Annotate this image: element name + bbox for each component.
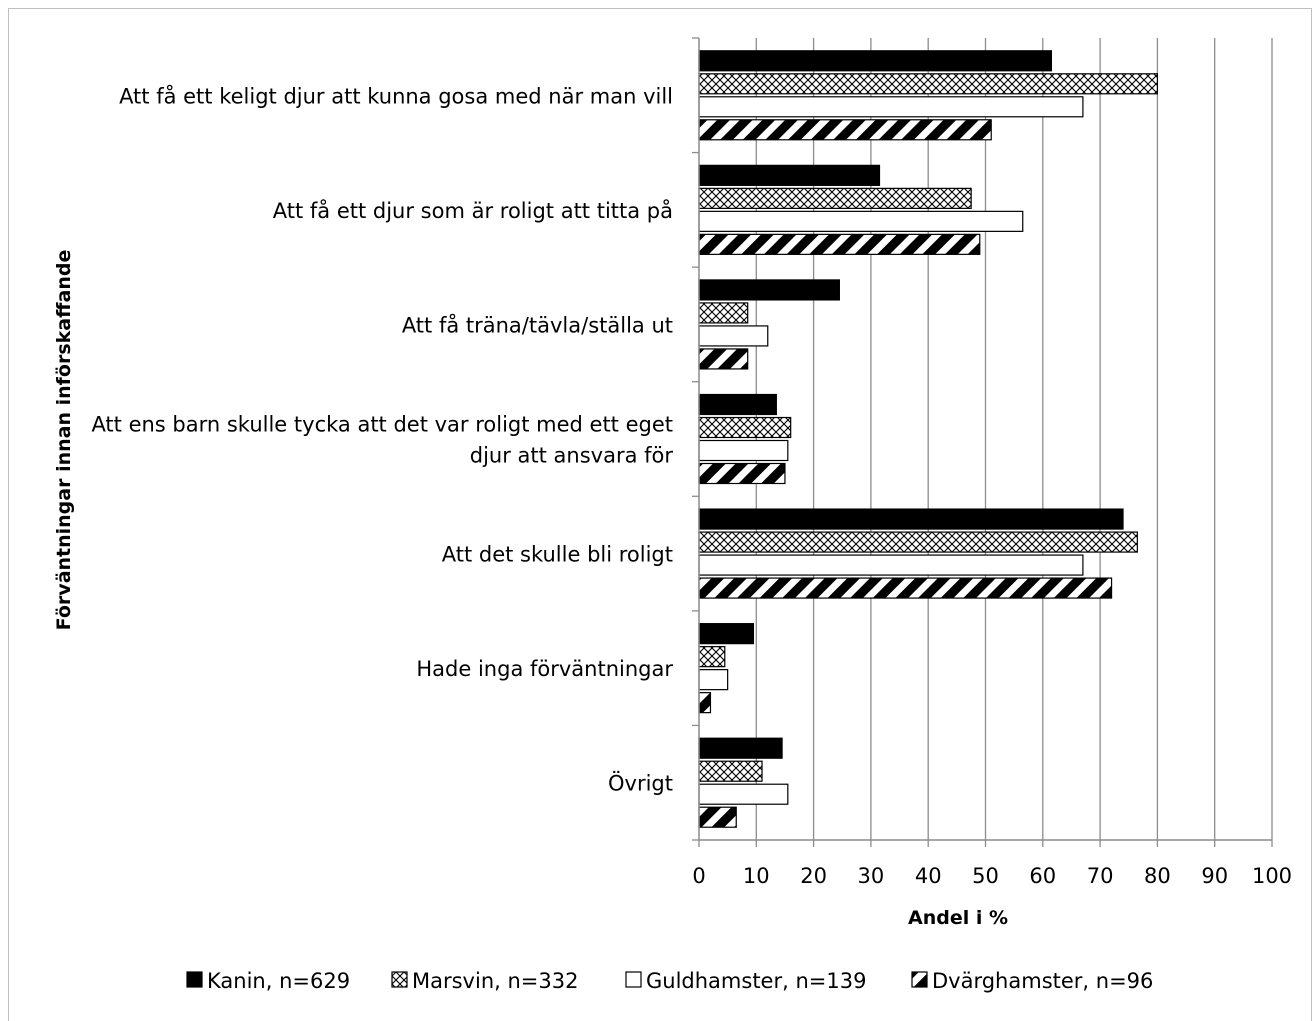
- bar: [698, 508, 1124, 530]
- legend-swatch: [911, 971, 928, 988]
- bar: [698, 393, 777, 416]
- bar: [698, 119, 992, 141]
- category-label: Att få träna/tävla/ställa ut: [402, 312, 673, 337]
- x-tick-label: 30: [858, 864, 885, 888]
- grid-lines: [755, 38, 1273, 840]
- x-tick-label: 10: [743, 864, 770, 888]
- category-label: Övrigt: [608, 771, 673, 796]
- legend: Kanin, n=629 Marsvin, n=332 Guldhamster, n…: [186, 969, 1153, 993]
- x-tick-label: 70: [1087, 864, 1114, 888]
- legend-swatch: [625, 971, 642, 988]
- bar: [698, 692, 712, 714]
- bar: [698, 760, 763, 782]
- bar: [698, 96, 1084, 118]
- bar: [698, 462, 786, 485]
- bar: [698, 233, 981, 255]
- x-tick-label: 50: [972, 864, 999, 888]
- bar: [698, 302, 749, 324]
- x-tick-label: 0: [692, 864, 705, 888]
- bar: [698, 50, 1052, 72]
- bar: [698, 783, 789, 805]
- x-tick-label: 80: [1144, 864, 1171, 888]
- x-tick-label: 90: [1201, 864, 1228, 888]
- x-tick-label: 60: [1029, 864, 1056, 888]
- legend-swatch: [391, 971, 408, 988]
- legend-swatch: [186, 971, 203, 988]
- y-axis-title: Förväntningar innan införskaffande: [53, 250, 75, 631]
- bar: [698, 416, 792, 439]
- bar: [698, 279, 840, 301]
- x-tick-label: 20: [800, 864, 827, 888]
- bar: [698, 623, 755, 645]
- bar: [698, 737, 783, 759]
- chart-frame: [8, 8, 1312, 1021]
- bar: [698, 577, 1113, 599]
- category-label: Att det skulle bli roligt: [442, 543, 673, 567]
- category-label: Att få ett keligt djur att kunna gosa me…: [119, 83, 673, 108]
- bar: [698, 531, 1138, 553]
- x-axis-title: Andel i %: [908, 907, 1008, 929]
- bar: [698, 164, 881, 186]
- bar: [698, 439, 789, 462]
- bar: [698, 806, 737, 828]
- bar: [698, 187, 972, 209]
- bars: [698, 50, 1158, 828]
- bar: [698, 554, 1084, 576]
- legend-label: Dvärghamster, n=96: [932, 969, 1153, 993]
- bar: [698, 73, 1158, 95]
- x-tick-label: 40: [915, 864, 942, 888]
- category-labels: Att få ett keligt djur att kunna gosa me…: [91, 83, 673, 795]
- category-label: Hade inga förväntningar: [416, 657, 673, 681]
- x-tick-label: 100: [1252, 864, 1292, 888]
- bar: [698, 348, 749, 370]
- category-label: djur att ansvara för: [470, 444, 674, 468]
- category-label: Att få ett djur som är roligt att titta …: [273, 198, 673, 223]
- bar: [698, 669, 729, 691]
- legend-label: Kanin, n=629: [207, 969, 350, 993]
- category-label: Att ens barn skulle tycka att det var ro…: [91, 413, 673, 437]
- bar: [698, 325, 769, 347]
- legend-label: Marsvin, n=332: [412, 969, 578, 993]
- axes: 0 10 20 30 40 50 60 70 80 90 100: [692, 37, 1292, 888]
- bar: [698, 210, 1024, 232]
- bar: [698, 646, 726, 668]
- legend-label: Guldhamster, n=139: [646, 969, 866, 993]
